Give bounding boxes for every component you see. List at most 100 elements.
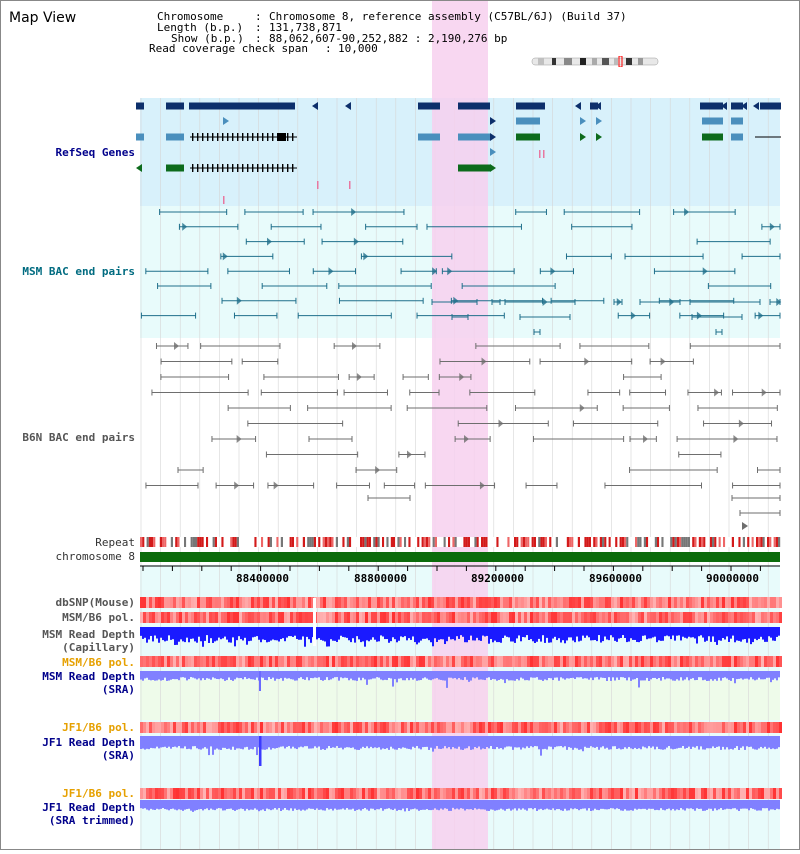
read-depth-bar: [632, 627, 634, 640]
read-depth-bar: [334, 736, 336, 748]
read-depth-bar: [144, 627, 146, 638]
repeat-block: [588, 537, 591, 547]
read-depth-bar: [428, 800, 430, 811]
read-depth-bar: [202, 671, 204, 679]
repeat-block: [186, 537, 189, 547]
polymorphism-cell: [509, 788, 512, 799]
polymorphism-cell: [491, 597, 494, 608]
polymorphism-cell: [272, 788, 275, 799]
read-depth-bar: [198, 736, 200, 750]
read-depth-bar: [324, 627, 326, 642]
repeat-block: [225, 537, 228, 547]
read-depth-bar: [412, 800, 414, 810]
read-depth-bar: [266, 671, 268, 681]
polymorphism-cell: [620, 656, 623, 667]
track-label-msm-depth-sra[interactable]: MSM Read Depth: [42, 670, 135, 683]
polymorphism-cell: [206, 597, 209, 608]
repeat-block: [320, 537, 323, 547]
polymorphism-cell: [260, 656, 263, 667]
track-label-jf1-depth-trimmed[interactable]: JF1 Read Depth: [42, 801, 135, 814]
read-depth-bar: [460, 627, 462, 636]
repeat-block: [575, 537, 578, 547]
coverage-value: 10,000: [338, 42, 378, 55]
polymorphism-cell: [170, 656, 173, 667]
polymorphism-cell: [593, 656, 596, 667]
polymorphism-cell: [218, 612, 221, 623]
track-label-msm-bac[interactable]: MSM BAC end pairs: [22, 265, 135, 278]
bac-arrow: [769, 222, 775, 231]
polymorphism-cell: [308, 722, 311, 733]
read-depth-bar: [426, 671, 428, 679]
polymorphism-cell: [290, 597, 293, 608]
track-label-refseq[interactable]: RefSeq Genes: [55, 146, 135, 159]
track-label-jf1-depth-sra[interactable]: JF1 Read Depth: [42, 736, 135, 749]
track-label-b6n-bac[interactable]: B6N BAC end pairs: [22, 431, 135, 444]
track-label-msm-b6-pol-2[interactable]: MSM/B6 pol.: [62, 656, 135, 669]
chromosome-ideogram[interactable]: [530, 52, 660, 68]
polymorphism-cell: [713, 788, 716, 799]
read-depth-bar: [578, 671, 580, 678]
polymorphism-cell: [380, 656, 383, 667]
polymorphism-cell: [248, 788, 251, 799]
read-depth-bar: [706, 736, 708, 749]
read-depth-bar: [714, 800, 716, 809]
polymorphism-cell: [428, 656, 431, 667]
read-depth-bar: [694, 627, 696, 639]
polymorphism-cell: [365, 597, 368, 608]
read-depth-bar: [476, 627, 478, 638]
repeat-block: [223, 537, 226, 547]
polymorphism-cell: [425, 612, 428, 623]
read-depth-bar: [492, 736, 494, 749]
read-depth-bar: [774, 627, 776, 641]
track-label-msm-depth-capillary[interactable]: MSM Read Depth: [42, 628, 135, 641]
polymorphism-cell: [668, 656, 671, 667]
polymorphism-cell: [656, 656, 659, 667]
read-depth-bar: [640, 800, 642, 810]
polymorphism-cell: [746, 656, 749, 667]
polymorphism-cell: [683, 656, 686, 667]
read-depth-bar: [706, 671, 708, 681]
read-depth-bar: [434, 627, 436, 639]
read-depth-bar: [226, 800, 228, 810]
read-depth-bar: [200, 736, 202, 750]
polymorphism-cell: [221, 722, 224, 733]
read-depth-bar: [190, 800, 192, 811]
read-depth-bar: [294, 736, 296, 749]
polymorphism-cell: [308, 656, 311, 667]
repeat-block: [230, 537, 233, 547]
read-depth-bar: [530, 671, 532, 678]
polymorphism-cell: [275, 788, 278, 799]
repeat-block: [769, 537, 772, 547]
polymorphism-cell: [665, 788, 668, 799]
polymorphism-cell: [728, 656, 731, 667]
polymorphism-cell: [515, 656, 518, 667]
polymorphism-cell: [287, 597, 290, 608]
track-label-jf1-b6-pol[interactable]: JF1/B6 pol.: [62, 721, 135, 734]
track-label-msm-b6-pol[interactable]: MSM/B6 pol.: [62, 611, 135, 624]
polymorphism-cell: [443, 722, 446, 733]
read-depth-bar: [496, 627, 498, 643]
polymorphism-cell: [248, 656, 251, 667]
read-depth-bar: [522, 627, 524, 638]
polymorphism-cell: [734, 612, 737, 623]
read-depth-bar: [198, 627, 200, 637]
read-depth-bar: [732, 800, 734, 809]
polymorphism-cell: [779, 656, 782, 667]
read-depth-bar: [736, 800, 738, 810]
read-depth-bar: [250, 627, 252, 641]
read-depth-bar: [284, 736, 286, 749]
polymorphism-cell: [743, 597, 746, 608]
polymorphism-cell: [143, 597, 146, 608]
polymorphism-cell: [335, 656, 338, 667]
polymorphism-cell: [431, 612, 434, 623]
polymorphism-cell: [644, 722, 647, 733]
track-label-jf1-b6-pol-2[interactable]: JF1/B6 pol.: [62, 787, 135, 800]
polymorphism-cell: [566, 788, 569, 799]
track-label-dbsnp[interactable]: dbSNP(Mouse): [55, 596, 135, 609]
read-depth-bar: [746, 800, 748, 809]
read-depth-bar: [512, 627, 514, 642]
repeat-block: [593, 537, 596, 547]
read-depth-bar: [284, 627, 286, 642]
